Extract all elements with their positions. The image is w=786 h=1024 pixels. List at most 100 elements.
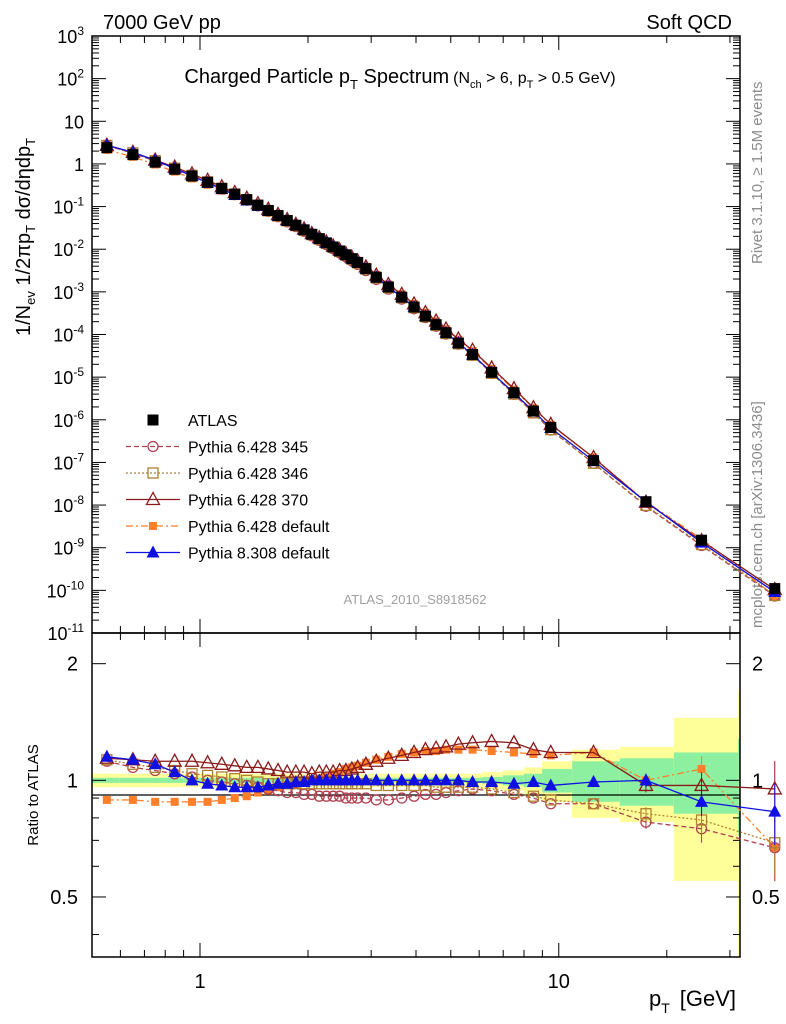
atlas-point: [588, 455, 600, 467]
ratio-point-p345: [408, 790, 420, 802]
ratio-point-p8-default: [587, 775, 601, 788]
ratio-point-p8-default: [168, 765, 182, 778]
ratio-point-p6-default: [203, 797, 212, 806]
atlas-point: [262, 204, 274, 216]
atlas-point: [202, 176, 214, 188]
ratio-point-p8-default: [271, 776, 285, 789]
ratio-point-p6-default: [264, 786, 273, 795]
ratio-point-p345: [346, 792, 358, 804]
ratio-point-p8-default: [695, 794, 709, 807]
ratio-point-p6-default: [170, 797, 179, 806]
atlas-point: [382, 281, 394, 293]
ratio-point-p6-default: [372, 755, 381, 764]
ratio-point-p6-default: [230, 794, 239, 803]
ratio-point-p345: [320, 790, 333, 802]
ratio-point-p6-default: [546, 751, 555, 760]
y-tick-label: 10-7: [53, 450, 84, 473]
main-frame: [91, 35, 741, 634]
ratio-point-p370: [438, 738, 454, 753]
ratio-ytick-label: 2: [67, 654, 78, 676]
ratio-point-p8-default: [544, 778, 558, 791]
ratio-point-p370: [417, 741, 434, 756]
ratio-point-p6-default: [151, 797, 160, 806]
ratio-point-p6-default: [442, 745, 451, 754]
ratio-point-p370: [585, 744, 602, 759]
y-tick-label: 10-4: [53, 323, 84, 346]
y-tick-label: 10-5: [53, 365, 84, 388]
atlas-point: [545, 421, 557, 433]
ratio-point-p8-default: [369, 773, 383, 786]
atlas-point: [370, 271, 382, 283]
header-right: Soft QCD: [646, 12, 732, 34]
legend-label: Pythia 6.428 370: [188, 493, 308, 510]
ratio-point-p345: [333, 790, 346, 802]
y-tick-label: 10-2: [53, 237, 84, 260]
legend: ATLAS Pythia 6.428 345 Pythia 6.428 346 Pyt…: [126, 413, 330, 563]
main-ylabel: 1/Nev 1/2πpT dσ/dηdpT: [13, 138, 38, 336]
ratio-ytick-label-right: 0.5: [752, 887, 780, 909]
ratio-point-p345: [290, 786, 302, 799]
y-tick-label: 103: [57, 24, 84, 47]
ratio-point-p8-default: [439, 773, 453, 786]
atlas-point: [640, 496, 652, 508]
ratio-point-p8-default: [395, 773, 409, 786]
atlas-point: [430, 319, 442, 331]
ratio-point-p8-default: [185, 773, 199, 786]
ratio-point-p346: [640, 808, 652, 820]
atlas-point: [440, 327, 452, 339]
ratio-panel: 1 10 0.5 0.5 1 1 2 2 Ratio to ATLAS: [25, 632, 783, 993]
ratio-ylabel: Ratio to ATLAS: [25, 744, 42, 845]
stat-band: [119, 777, 145, 783]
stat-band: [252, 777, 264, 783]
legend-marker: [147, 467, 159, 479]
ratio-point-p6-default: [509, 748, 518, 757]
ratio-point-p8-default: [507, 776, 521, 789]
atlas-point: [352, 256, 364, 268]
ratio-point-p8-default: [418, 773, 432, 786]
legend-label: ATLAS: [188, 413, 238, 430]
ratio-point-p345: [360, 792, 372, 804]
ratio-point-p8-default: [768, 804, 782, 817]
ratio-ytick-label: 0.5: [50, 887, 78, 909]
ratio-point-p8-default: [148, 757, 162, 770]
y-tick-label: 10-3: [53, 280, 84, 303]
ratio-point-p370: [406, 744, 422, 759]
ratio-line-p370: [106, 740, 775, 790]
atlas-point: [127, 149, 139, 161]
ratio-point-p370: [506, 734, 522, 749]
atlas-point: [467, 348, 479, 360]
ratio-point-p370: [200, 754, 216, 769]
legend-marker: [146, 545, 160, 558]
ratio-point-p8-default: [485, 775, 499, 788]
stat-band: [92, 777, 120, 783]
ratio-ytick-label: 1: [67, 770, 78, 792]
ratio-point-p8-default: [201, 776, 215, 789]
y-tick-label: 102: [57, 67, 84, 90]
atlas-point: [346, 253, 358, 265]
ratio-point-p8-default: [251, 780, 265, 793]
ratio-point-p8-default: [359, 773, 373, 786]
atlas-point: [252, 199, 264, 211]
header-left: 7000 GeV pp: [103, 12, 221, 34]
ratio-point-p370: [484, 733, 500, 748]
y-tick-label: 10-8: [53, 493, 84, 516]
legend-marker: [145, 491, 161, 506]
ratio-point-p6-default: [353, 761, 362, 770]
ratio-point-p370: [380, 749, 396, 764]
ratio-point-p370: [167, 752, 183, 767]
ratio-point-p370: [184, 752, 200, 767]
ratio-point-p370: [394, 746, 410, 762]
ratio-point-p370: [250, 759, 266, 774]
legend-label: Pythia 6.428 346: [188, 466, 308, 483]
ratio-point-p6-default: [432, 747, 441, 756]
ratio-point-p8-default: [240, 780, 254, 793]
atlas-point: [508, 387, 520, 399]
ratio-point-p6-default: [529, 749, 538, 758]
atlas-point: [149, 156, 161, 168]
atlas-point: [320, 237, 332, 249]
atlas-point: [340, 249, 352, 261]
atlas-point: [360, 263, 372, 275]
x-axis-title: pT [GeV]: [649, 986, 736, 1016]
atlas-point: [527, 405, 539, 417]
